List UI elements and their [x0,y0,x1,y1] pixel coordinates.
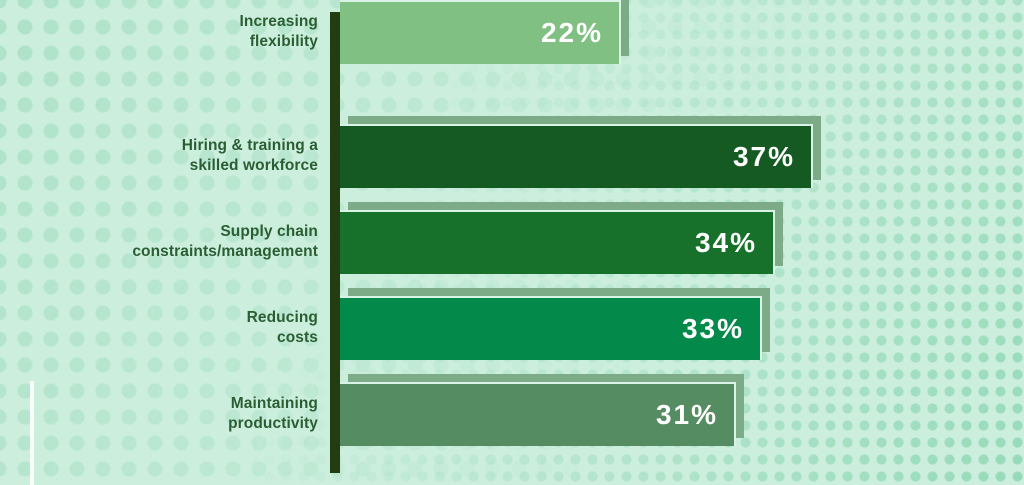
bar[interactable]: 33% [340,296,762,360]
bar-row: Supply chain constraints/management 34% [0,202,1024,274]
bar-value-label: 33% [681,313,744,344]
bar-value-label: 37% [732,141,795,172]
category-label-line2: constraints/management [132,243,318,260]
y-axis-line [330,12,340,473]
category-label: Increasing flexibility [0,12,318,52]
category-label-line2: skilled workforce [189,157,318,174]
category-label-line1: Increasing [239,13,318,31]
panel-seam [30,381,34,485]
category-label: Supply chain constraints/management [0,222,318,262]
bar[interactable]: 31% [340,382,736,446]
category-label: Maintaining productivity [0,394,318,434]
bar-row: Reducing costs 33% [0,288,1024,360]
bar-row: Increasing flexibility 22% [0,0,1024,64]
bar-track: 22% [340,0,629,64]
bar-track: 33% [340,288,770,360]
category-label: Hiring & training a skilled workforce [0,136,318,176]
bar[interactable]: 22% [340,0,621,64]
bar-value-label: 22% [540,17,603,48]
category-label-line2: productivity [228,415,318,432]
bar-row: Maintaining productivity 31% [0,374,1024,446]
bar-track: 31% [340,374,744,446]
bar[interactable]: 34% [340,210,775,274]
bar-row: Hiring & training a skilled workforce 37… [0,116,1024,188]
bar-value-label: 31% [655,399,718,430]
bar[interactable]: 37% [340,124,813,188]
category-label-line1: Maintaining [230,395,318,413]
bar-value-label: 34% [694,227,757,258]
bar-track: 34% [340,202,783,274]
category-label: Reducing costs [0,308,318,348]
category-label-line2: flexibility [249,33,318,50]
bar-track: 37% [340,116,821,188]
category-label-line1: Supply chain [220,223,318,241]
category-label-line2: costs [277,329,318,346]
category-label-line1: Hiring & training a [181,137,318,155]
category-label-line1: Reducing [246,309,318,327]
